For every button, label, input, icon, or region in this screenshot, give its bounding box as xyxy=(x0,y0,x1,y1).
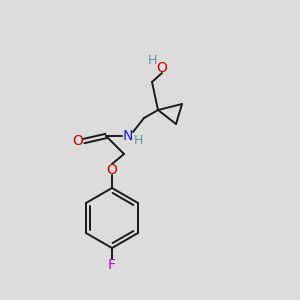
Text: O: O xyxy=(73,134,83,148)
Text: O: O xyxy=(157,61,167,75)
Text: F: F xyxy=(108,258,116,272)
Text: O: O xyxy=(106,163,117,177)
Text: N: N xyxy=(123,129,133,143)
Text: H: H xyxy=(133,134,143,146)
Text: H: H xyxy=(147,53,157,67)
